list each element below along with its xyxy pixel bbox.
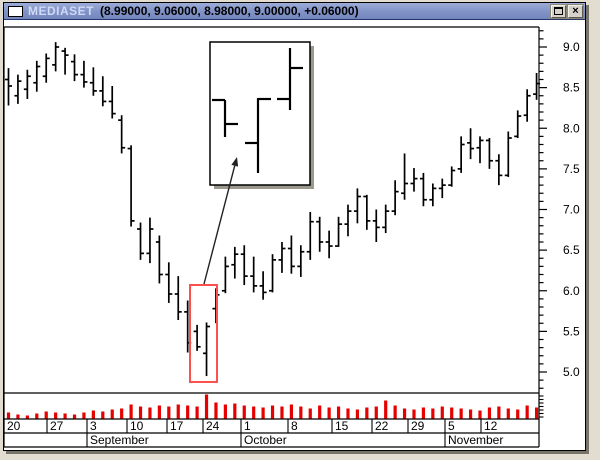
maximize-button[interactable] xyxy=(551,4,566,18)
title-bar[interactable]: MEDIASET (8.99000, 9.06000, 8.98000, 9.0… xyxy=(4,3,585,20)
chart-window: MEDIASET (8.99000, 9.06000, 8.98000, 9.0… xyxy=(3,2,586,451)
window-controls: × xyxy=(551,4,583,18)
close-icon: × xyxy=(572,4,579,17)
window-title-quote: (8.99000, 9.06000, 8.98000, 9.00000, +0.… xyxy=(100,4,359,18)
close-button[interactable]: × xyxy=(568,4,583,18)
window-title-symbol: MEDIASET xyxy=(28,4,95,18)
maximize-icon xyxy=(554,7,563,15)
window-menu-icon[interactable] xyxy=(8,5,23,17)
